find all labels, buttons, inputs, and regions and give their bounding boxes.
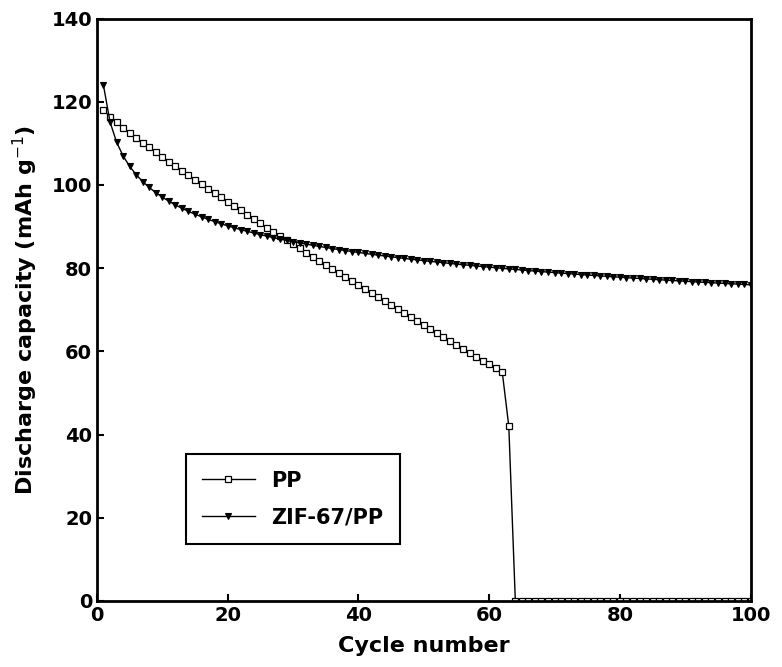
ZIF-67/PP bbox=[223, 222, 232, 230]
PP bbox=[99, 106, 108, 114]
PP bbox=[223, 198, 232, 206]
PP bbox=[511, 597, 520, 605]
Y-axis label: Discharge capacity (mAh g$^{-1}$): Discharge capacity (mAh g$^{-1}$) bbox=[11, 125, 41, 495]
ZIF-67/PP bbox=[746, 281, 755, 289]
Legend: PP, ZIF-67/PP: PP, ZIF-67/PP bbox=[186, 454, 400, 544]
ZIF-67/PP bbox=[432, 258, 442, 266]
ZIF-67/PP bbox=[249, 229, 259, 237]
ZIF-67/PP bbox=[99, 81, 108, 89]
PP bbox=[746, 597, 755, 605]
Line: ZIF-67/PP: ZIF-67/PP bbox=[100, 81, 754, 288]
PP bbox=[485, 360, 494, 368]
PP bbox=[700, 597, 709, 605]
PP bbox=[249, 215, 259, 223]
PP bbox=[432, 329, 442, 337]
PP bbox=[720, 597, 730, 605]
ZIF-67/PP bbox=[713, 279, 723, 287]
ZIF-67/PP bbox=[694, 278, 703, 286]
Line: PP: PP bbox=[100, 107, 754, 604]
X-axis label: Cycle number: Cycle number bbox=[338, 636, 510, 656]
ZIF-67/PP bbox=[485, 263, 494, 271]
